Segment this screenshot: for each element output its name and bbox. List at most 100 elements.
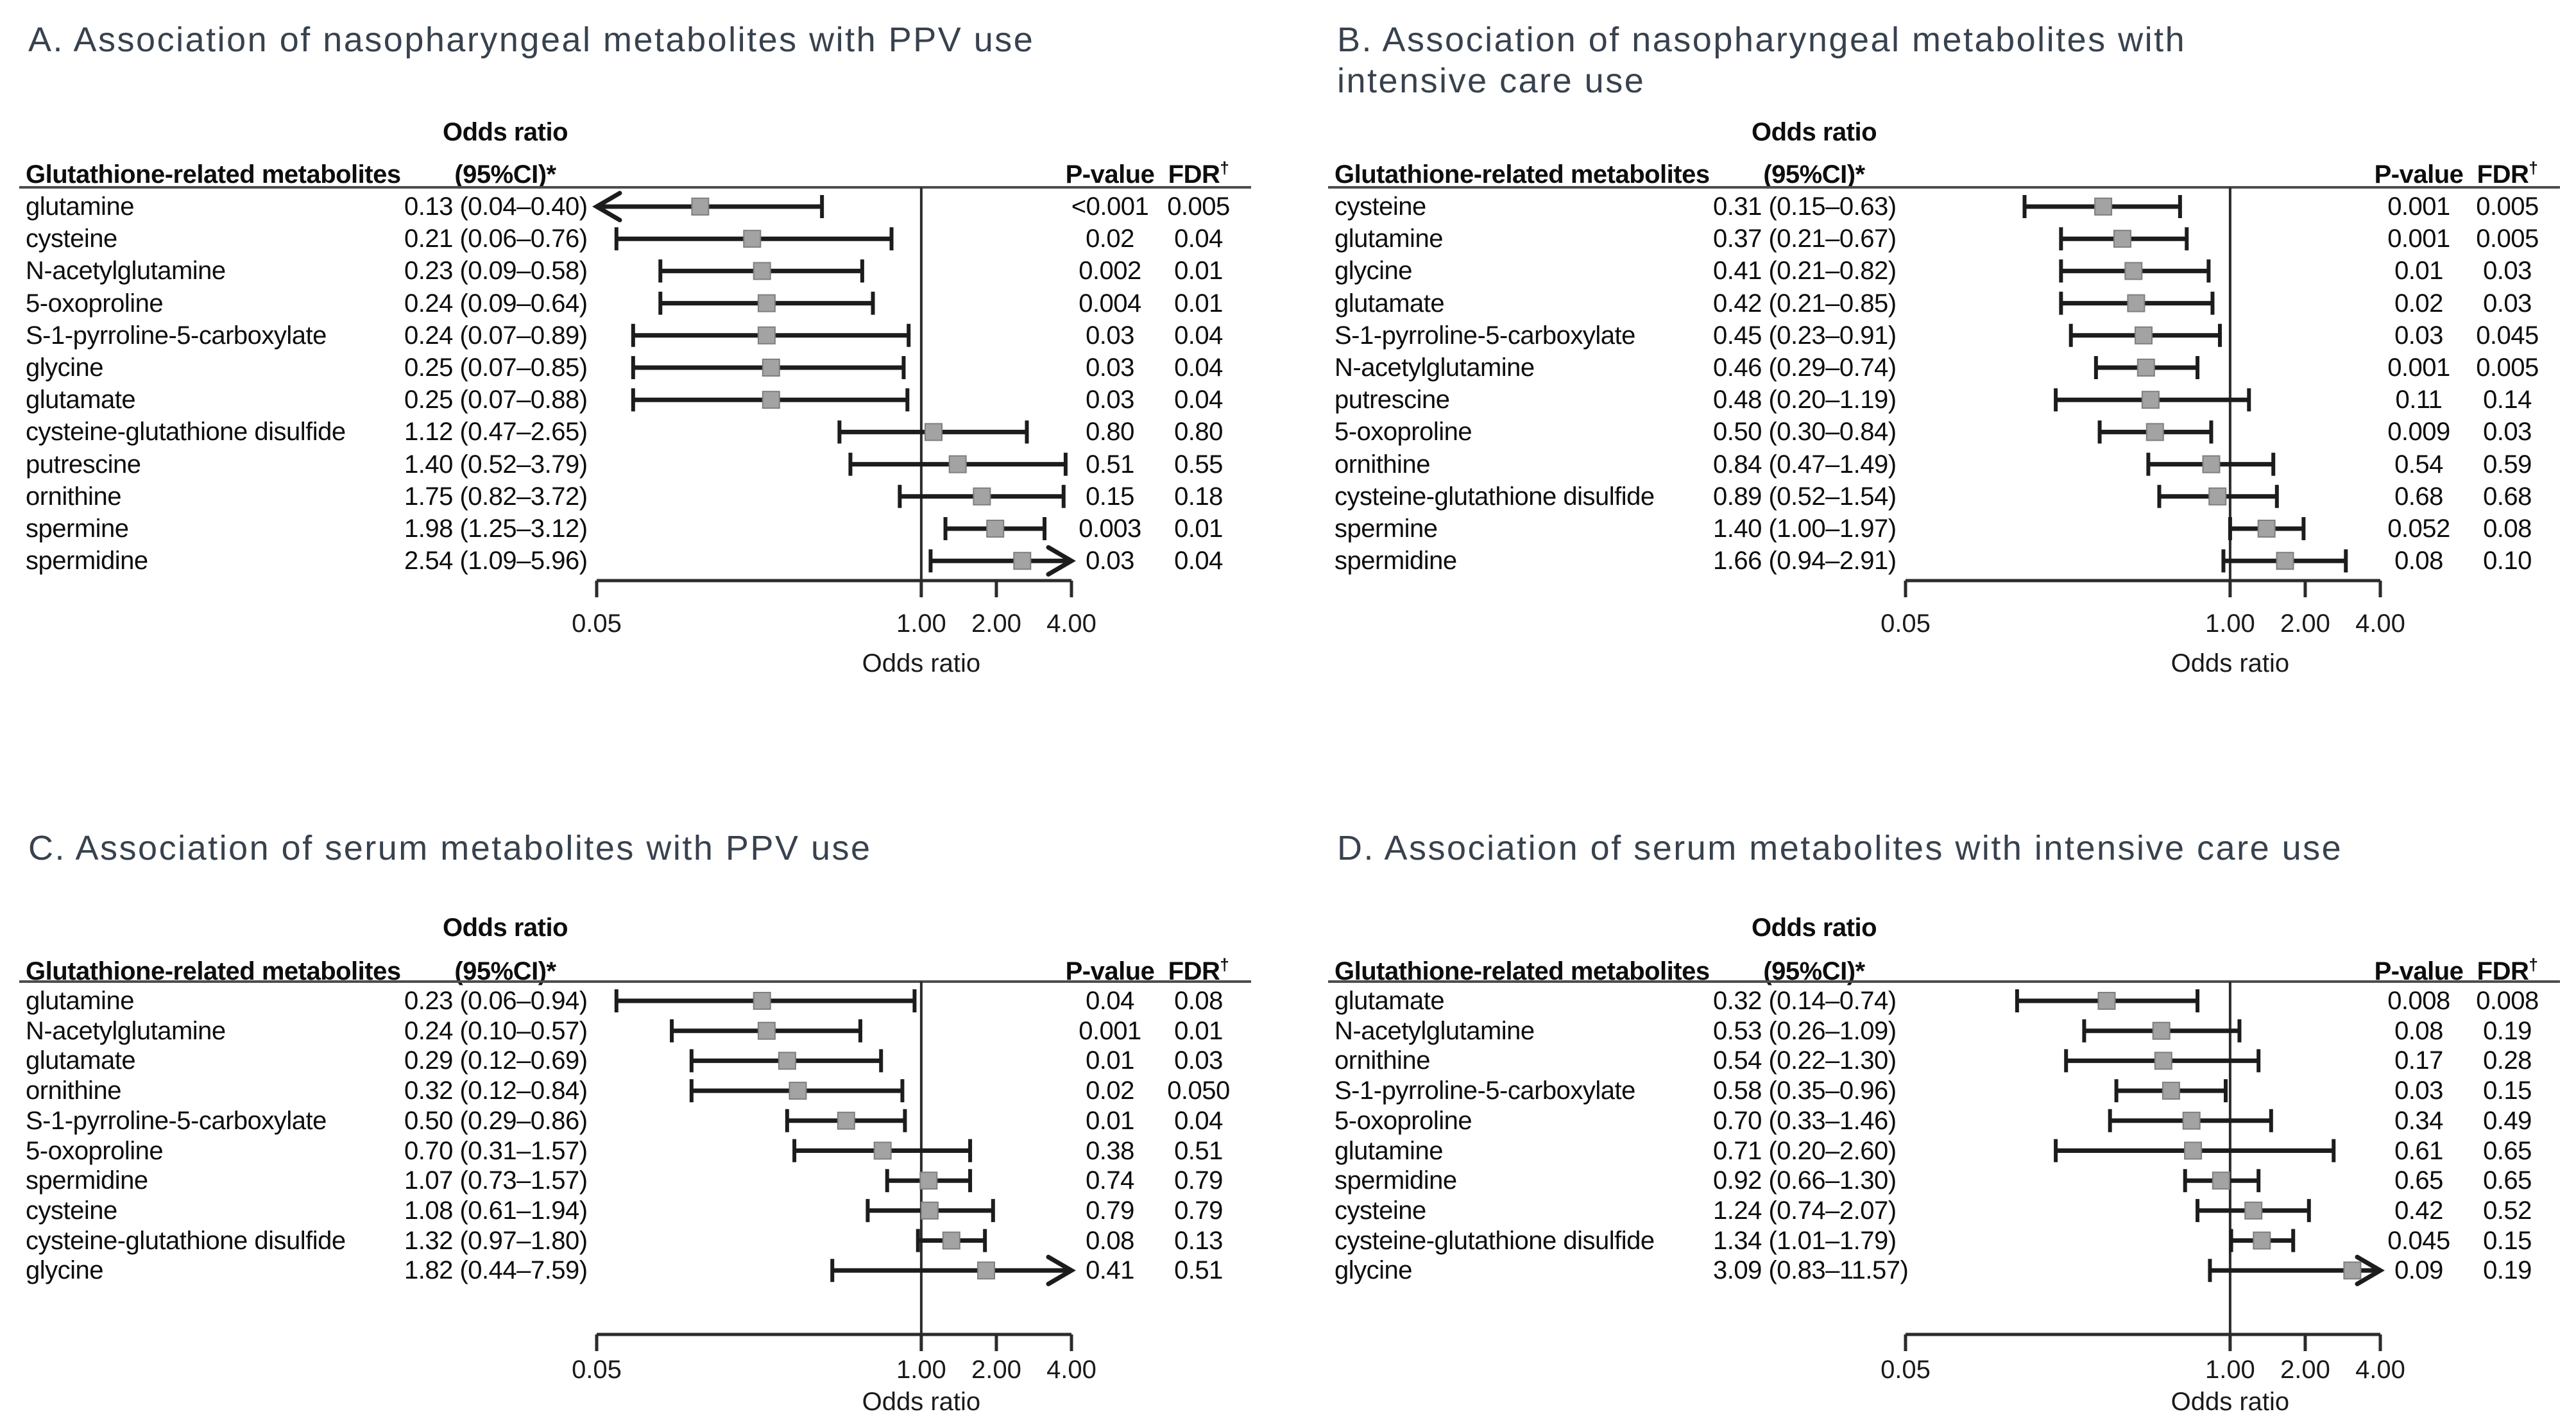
row-pvalue: 0.42 bbox=[2394, 1196, 2443, 1225]
row-metabolite-name: 5-oxoproline bbox=[1335, 418, 1472, 447]
column-header-odds-ratio: Odds ratio bbox=[1751, 914, 1877, 942]
row-metabolite-name: 5-oxoproline bbox=[1335, 1106, 1472, 1135]
or-marker bbox=[691, 198, 710, 216]
row-metabolite-name: ornithine bbox=[26, 1077, 121, 1105]
row-pvalue: 0.001 bbox=[2387, 225, 2450, 253]
row-fdr-value: 0.01 bbox=[1174, 515, 1223, 543]
or-marker bbox=[837, 1111, 855, 1130]
or-marker bbox=[2253, 1231, 2271, 1250]
row-fdr-value: 0.050 bbox=[1167, 1077, 1230, 1105]
forest-plot-canvas: 0.05 1.00 2.00 4.00 Odds ratio bbox=[19, 186, 1251, 677]
row-metabolite-name: cysteine bbox=[1335, 1196, 1426, 1225]
or-marker bbox=[1013, 552, 1032, 570]
row-fdr-value: 0.55 bbox=[1174, 450, 1223, 479]
row-pvalue: 0.052 bbox=[2387, 515, 2450, 543]
or-marker bbox=[977, 1261, 995, 1280]
row-metabolite-name: glutamate bbox=[26, 386, 136, 414]
row-or-ci-value: 0.42 (0.21–0.85) bbox=[1713, 289, 1897, 318]
row-fdr-value: 0.005 bbox=[2476, 354, 2539, 382]
row-or-ci-value: 0.54 (0.22–1.30) bbox=[1713, 1046, 1897, 1075]
x-axis-tick-label: 0.05 bbox=[1881, 609, 1931, 638]
x-axis-tick-label: 0.05 bbox=[572, 1356, 622, 1384]
row-or-ci-value: 3.09 (0.83–11.57) bbox=[1713, 1256, 1909, 1285]
row-metabolite-name: cysteine-glutathione disulfide bbox=[1335, 482, 1655, 511]
or-marker bbox=[2184, 1141, 2203, 1160]
row-or-ci-value: 0.58 (0.35–0.96) bbox=[1713, 1077, 1897, 1105]
row-fdr-value: 0.68 bbox=[2483, 482, 2532, 511]
row-or-ci-value: 0.24 (0.10–0.57) bbox=[404, 1016, 588, 1045]
or-marker bbox=[762, 359, 780, 377]
x-axis-tick-label: 2.00 bbox=[971, 1356, 1021, 1384]
row-pvalue: 0.08 bbox=[2394, 547, 2443, 575]
row-or-ci-value: 0.50 (0.30–0.84) bbox=[1713, 418, 1897, 447]
row-fdr-value: 0.51 bbox=[1174, 1256, 1223, 1285]
row-pvalue: 0.15 bbox=[1086, 482, 1134, 511]
row-pvalue: 0.004 bbox=[1079, 289, 1141, 318]
row-metabolite-name: glutamine bbox=[26, 987, 134, 1015]
row-pvalue: 0.74 bbox=[1086, 1166, 1134, 1195]
row-fdr-value: 0.04 bbox=[1174, 386, 1223, 414]
or-marker bbox=[919, 1171, 938, 1190]
or-marker bbox=[925, 423, 943, 441]
row-pvalue: 0.02 bbox=[1086, 1077, 1134, 1105]
forest-plot-canvas: 0.05 1.00 2.00 4.00 Odds ratio bbox=[1328, 186, 2560, 677]
row-fdr-value: 0.005 bbox=[1167, 192, 1230, 221]
row-metabolite-name: S-1-pyrroline-5-carboxylate bbox=[26, 1106, 327, 1135]
panel-c: C. Association of serum metabolites with… bbox=[19, 815, 1267, 1414]
row-pvalue: 0.008 bbox=[2387, 987, 2450, 1015]
or-marker bbox=[757, 326, 776, 345]
dagger-icon: † bbox=[1220, 158, 1229, 178]
row-pvalue: 0.03 bbox=[2394, 321, 2443, 350]
row-fdr-value: 0.01 bbox=[1174, 289, 1223, 318]
column-header-metabolites: Glutathione-related metabolites bbox=[26, 160, 401, 189]
x-axis-tick-label: 0.05 bbox=[572, 609, 622, 638]
row-fdr-value: 0.01 bbox=[1174, 1016, 1223, 1045]
or-marker bbox=[2244, 1201, 2263, 1220]
right-arrow-icon bbox=[1046, 1254, 1076, 1286]
row-fdr-value: 0.005 bbox=[2476, 225, 2539, 253]
row-fdr-value: 0.14 bbox=[2483, 386, 2532, 414]
row-or-ci-value: 1.08 (0.61–1.94) bbox=[404, 1196, 588, 1225]
row-pvalue: 0.02 bbox=[1086, 225, 1134, 253]
row-pvalue: 0.11 bbox=[2395, 386, 2443, 414]
or-marker bbox=[2276, 552, 2294, 570]
row-or-ci-value: 1.40 (0.52–3.79) bbox=[404, 450, 588, 479]
fdr-label: FDR bbox=[2477, 160, 2529, 189]
row-fdr-value: 0.005 bbox=[2476, 192, 2539, 221]
row-or-ci-value: 0.92 (0.66–1.30) bbox=[1713, 1166, 1897, 1195]
row-or-ci-value: 0.23 (0.06–0.94) bbox=[404, 987, 588, 1015]
x-axis-tick-label: 0.05 bbox=[1881, 1356, 1931, 1384]
row-fdr-value: 0.51 bbox=[1174, 1136, 1223, 1165]
row-fdr-value: 0.03 bbox=[2483, 418, 2532, 447]
row-metabolite-name: glutamine bbox=[1335, 1136, 1443, 1165]
row-pvalue: 0.03 bbox=[1086, 386, 1134, 414]
or-marker bbox=[2094, 198, 2113, 216]
row-pvalue: 0.03 bbox=[1086, 547, 1134, 575]
row-or-ci-value: 0.71 (0.20–2.60) bbox=[1713, 1136, 1897, 1165]
forest-plot-canvas: 0.05 1.00 2.00 4.00 Odds ratio bbox=[19, 980, 1251, 1414]
row-fdr-value: 0.19 bbox=[2483, 1016, 2532, 1045]
row-metabolite-name: glutamine bbox=[1335, 225, 1443, 253]
row-or-ci-value: 0.25 (0.07–0.88) bbox=[404, 386, 588, 414]
row-pvalue: 0.38 bbox=[1086, 1136, 1134, 1165]
x-axis-title: Odds ratio bbox=[862, 1388, 981, 1414]
row-metabolite-name: spermine bbox=[1335, 515, 1438, 543]
row-fdr-value: 0.04 bbox=[1174, 354, 1223, 382]
or-marker bbox=[2141, 391, 2160, 409]
column-header-odds-ratio: Odds ratio bbox=[1751, 118, 1877, 146]
row-fdr-value: 0.04 bbox=[1174, 225, 1223, 253]
panel-a-title: A. Association of nasopharyngeal metabol… bbox=[28, 21, 1035, 59]
row-or-ci-value: 1.66 (0.94–2.91) bbox=[1713, 547, 1897, 575]
row-metabolite-name: glutamate bbox=[1335, 289, 1445, 318]
row-metabolite-name: putrescine bbox=[26, 450, 141, 479]
row-metabolite-name: ornithine bbox=[1335, 1046, 1430, 1075]
x-axis-title: Odds ratio bbox=[2171, 1388, 2290, 1414]
row-or-ci-value: 0.25 (0.07–0.85) bbox=[404, 354, 588, 382]
row-metabolite-name: 5-oxoproline bbox=[26, 289, 164, 318]
column-header-metabolites: Glutathione-related metabolites bbox=[1335, 160, 1710, 189]
row-or-ci-value: 0.32 (0.14–0.74) bbox=[1713, 987, 1897, 1015]
row-metabolite-name: N-acetylglutamine bbox=[1335, 1016, 1535, 1045]
or-marker bbox=[2257, 520, 2276, 538]
row-or-ci-value: 1.40 (1.00–1.97) bbox=[1713, 515, 1897, 543]
column-header-fdr: FDR† bbox=[1118, 159, 1279, 190]
